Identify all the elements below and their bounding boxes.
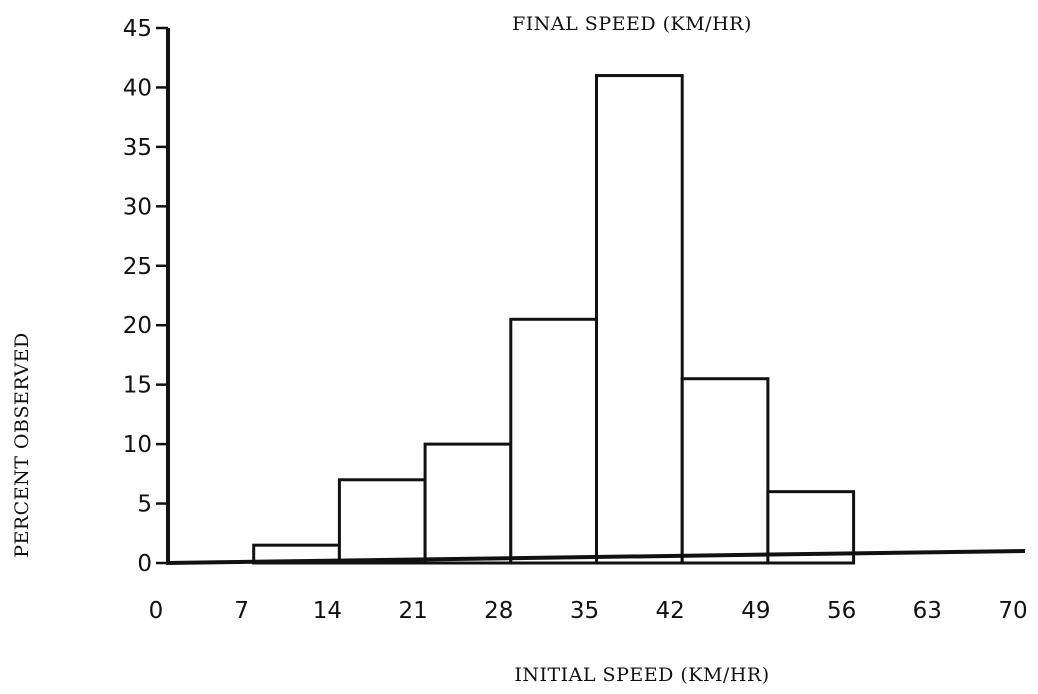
bar-28-35 (509, 317, 598, 565)
x-tick-label: 49 (741, 598, 770, 624)
bars-group (252, 74, 856, 565)
y-tick-label: 15 (123, 373, 152, 399)
x-tick-label: 21 (398, 598, 427, 624)
bar-14-21 (337, 478, 427, 565)
x-tick-label: 63 (913, 598, 942, 624)
x-tick-label: 35 (570, 598, 599, 624)
y-ticks-group: 0 5 10 15 20 25 30 35 40 45 (123, 16, 168, 577)
chart-title: FINAL SPEED (KM/HR) (512, 13, 752, 35)
axes-group (165, 28, 1026, 565)
x-axis-title: INITIAL SPEED (KM/HR) (514, 664, 769, 686)
y-tick-label: 35 (123, 135, 152, 161)
x-tick-label: 42 (656, 598, 685, 624)
x-tick-label: 7 (234, 598, 249, 624)
x-ticks-group: 0 7 14 21 28 35 42 49 56 63 70 (149, 598, 1028, 624)
y-tick-label: 20 (123, 313, 152, 339)
y-tick-label: 25 (123, 254, 152, 280)
y-tick-label: 5 (137, 492, 152, 518)
x-tick-label: 28 (484, 598, 513, 624)
bar-42-49 (680, 377, 770, 565)
y-tick-label: 45 (123, 16, 152, 42)
x-tick-label: 70 (998, 598, 1027, 624)
y-axis-title: PERCENT OBSERVED (11, 332, 33, 558)
bar-49-56 (766, 490, 856, 565)
y-tick-label: 10 (123, 432, 152, 458)
bar-21-28 (423, 442, 513, 565)
bar-35-42 (595, 74, 684, 565)
y-tick-label: 0 (137, 551, 152, 577)
x-tick-label: 0 (149, 598, 164, 624)
y-tick-label: 30 (123, 194, 152, 220)
x-tick-label: 56 (827, 598, 856, 624)
x-axis-line (165, 549, 1026, 565)
x-tick-label: 14 (313, 598, 342, 624)
y-tick-label: 40 (123, 75, 152, 101)
